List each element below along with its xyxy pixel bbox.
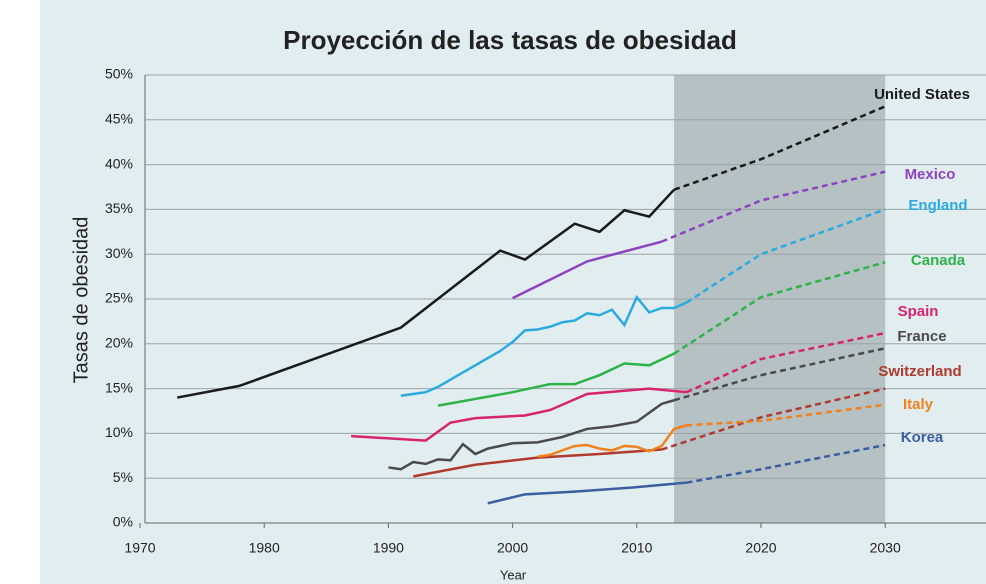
chart-title: Proyección de las tasas de obesidad	[283, 25, 737, 55]
y-tick-label: 50%	[105, 66, 133, 82]
series-line	[388, 399, 675, 471]
x-tick-label: 1970	[124, 540, 155, 556]
series-projection	[661, 170, 886, 243]
y-tick-label: 15%	[105, 379, 133, 395]
series-label: Mexico	[905, 166, 956, 183]
series-label: Canada	[911, 252, 966, 269]
series-line	[512, 240, 662, 300]
y-tick-label: 10%	[105, 424, 133, 440]
y-tick-label: 40%	[105, 155, 133, 171]
x-tick-label: 2030	[870, 540, 901, 556]
series-projection	[686, 403, 886, 427]
series-projection	[673, 261, 886, 355]
y-tick-label: 5%	[113, 469, 133, 485]
series-label: United States	[874, 86, 970, 103]
y-tick-label: 0%	[113, 514, 133, 530]
x-tick-label: 1980	[249, 540, 280, 556]
y-tick-label: 20%	[105, 335, 133, 351]
x-tick-label: 1990	[373, 540, 404, 556]
series-label: England	[908, 197, 967, 214]
y-tick-label: 30%	[105, 245, 133, 261]
series-label: Switzerland	[878, 363, 961, 380]
series-line	[487, 481, 687, 505]
series-label: Italy	[903, 396, 934, 413]
series-line	[413, 448, 662, 478]
series-line	[400, 294, 687, 398]
series-line	[177, 188, 675, 399]
x-tick-label: 2010	[621, 540, 652, 556]
series-label: France	[897, 328, 946, 345]
series-projection	[685, 331, 886, 394]
x-axis-label: Year	[500, 567, 527, 582]
series-projection	[686, 443, 886, 484]
series-line	[351, 387, 687, 442]
series-label: Spain	[898, 303, 939, 320]
series-line	[537, 424, 687, 458]
series-projection	[673, 105, 886, 191]
y-tick-label: 25%	[105, 290, 133, 306]
series-line	[437, 352, 675, 407]
series-projection	[673, 347, 886, 402]
x-tick-label: 2020	[745, 540, 776, 556]
series-projection	[661, 387, 886, 451]
x-tick-label: 2000	[497, 540, 528, 556]
y-tick-label: 35%	[105, 200, 133, 216]
y-axis-label: Tasas de obesidad	[70, 217, 92, 384]
y-tick-label: 45%	[105, 111, 133, 127]
series-label: Korea	[901, 429, 944, 446]
